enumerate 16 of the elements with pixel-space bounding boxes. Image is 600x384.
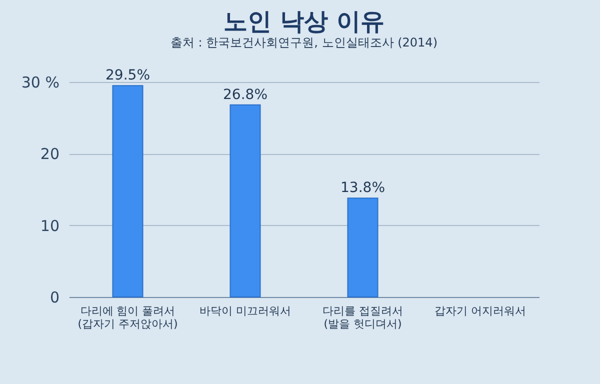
y-tick-label: 10 xyxy=(40,216,60,235)
bar xyxy=(347,198,378,298)
source-note: 출처 : 한국보건사회연구원, 노인실태조사 (2014) xyxy=(170,36,438,50)
data-label: 13.8% xyxy=(340,180,385,196)
y-tick-label: 0 xyxy=(50,288,60,306)
data-label: 26.8% xyxy=(223,86,268,103)
y-tick-label: 30 % xyxy=(21,74,60,92)
x-tick-label: 바닥이 미끄러워서 xyxy=(200,304,291,318)
y-tick-label: 20 xyxy=(40,145,60,164)
chart-title: 노인 낙상 이유 xyxy=(224,8,384,36)
x-tick-label: 다리를 접질려서 (발을 헛디뎌서) xyxy=(322,304,403,330)
bar xyxy=(112,85,144,298)
x-tick-label: 다리에 힘이 풀려서 (갑자기 주저앉아서) xyxy=(78,304,178,330)
bar xyxy=(230,104,261,298)
data-label: 29.5% xyxy=(106,68,150,84)
x-tick-label: 갑자기 어지러워서 xyxy=(434,304,526,318)
